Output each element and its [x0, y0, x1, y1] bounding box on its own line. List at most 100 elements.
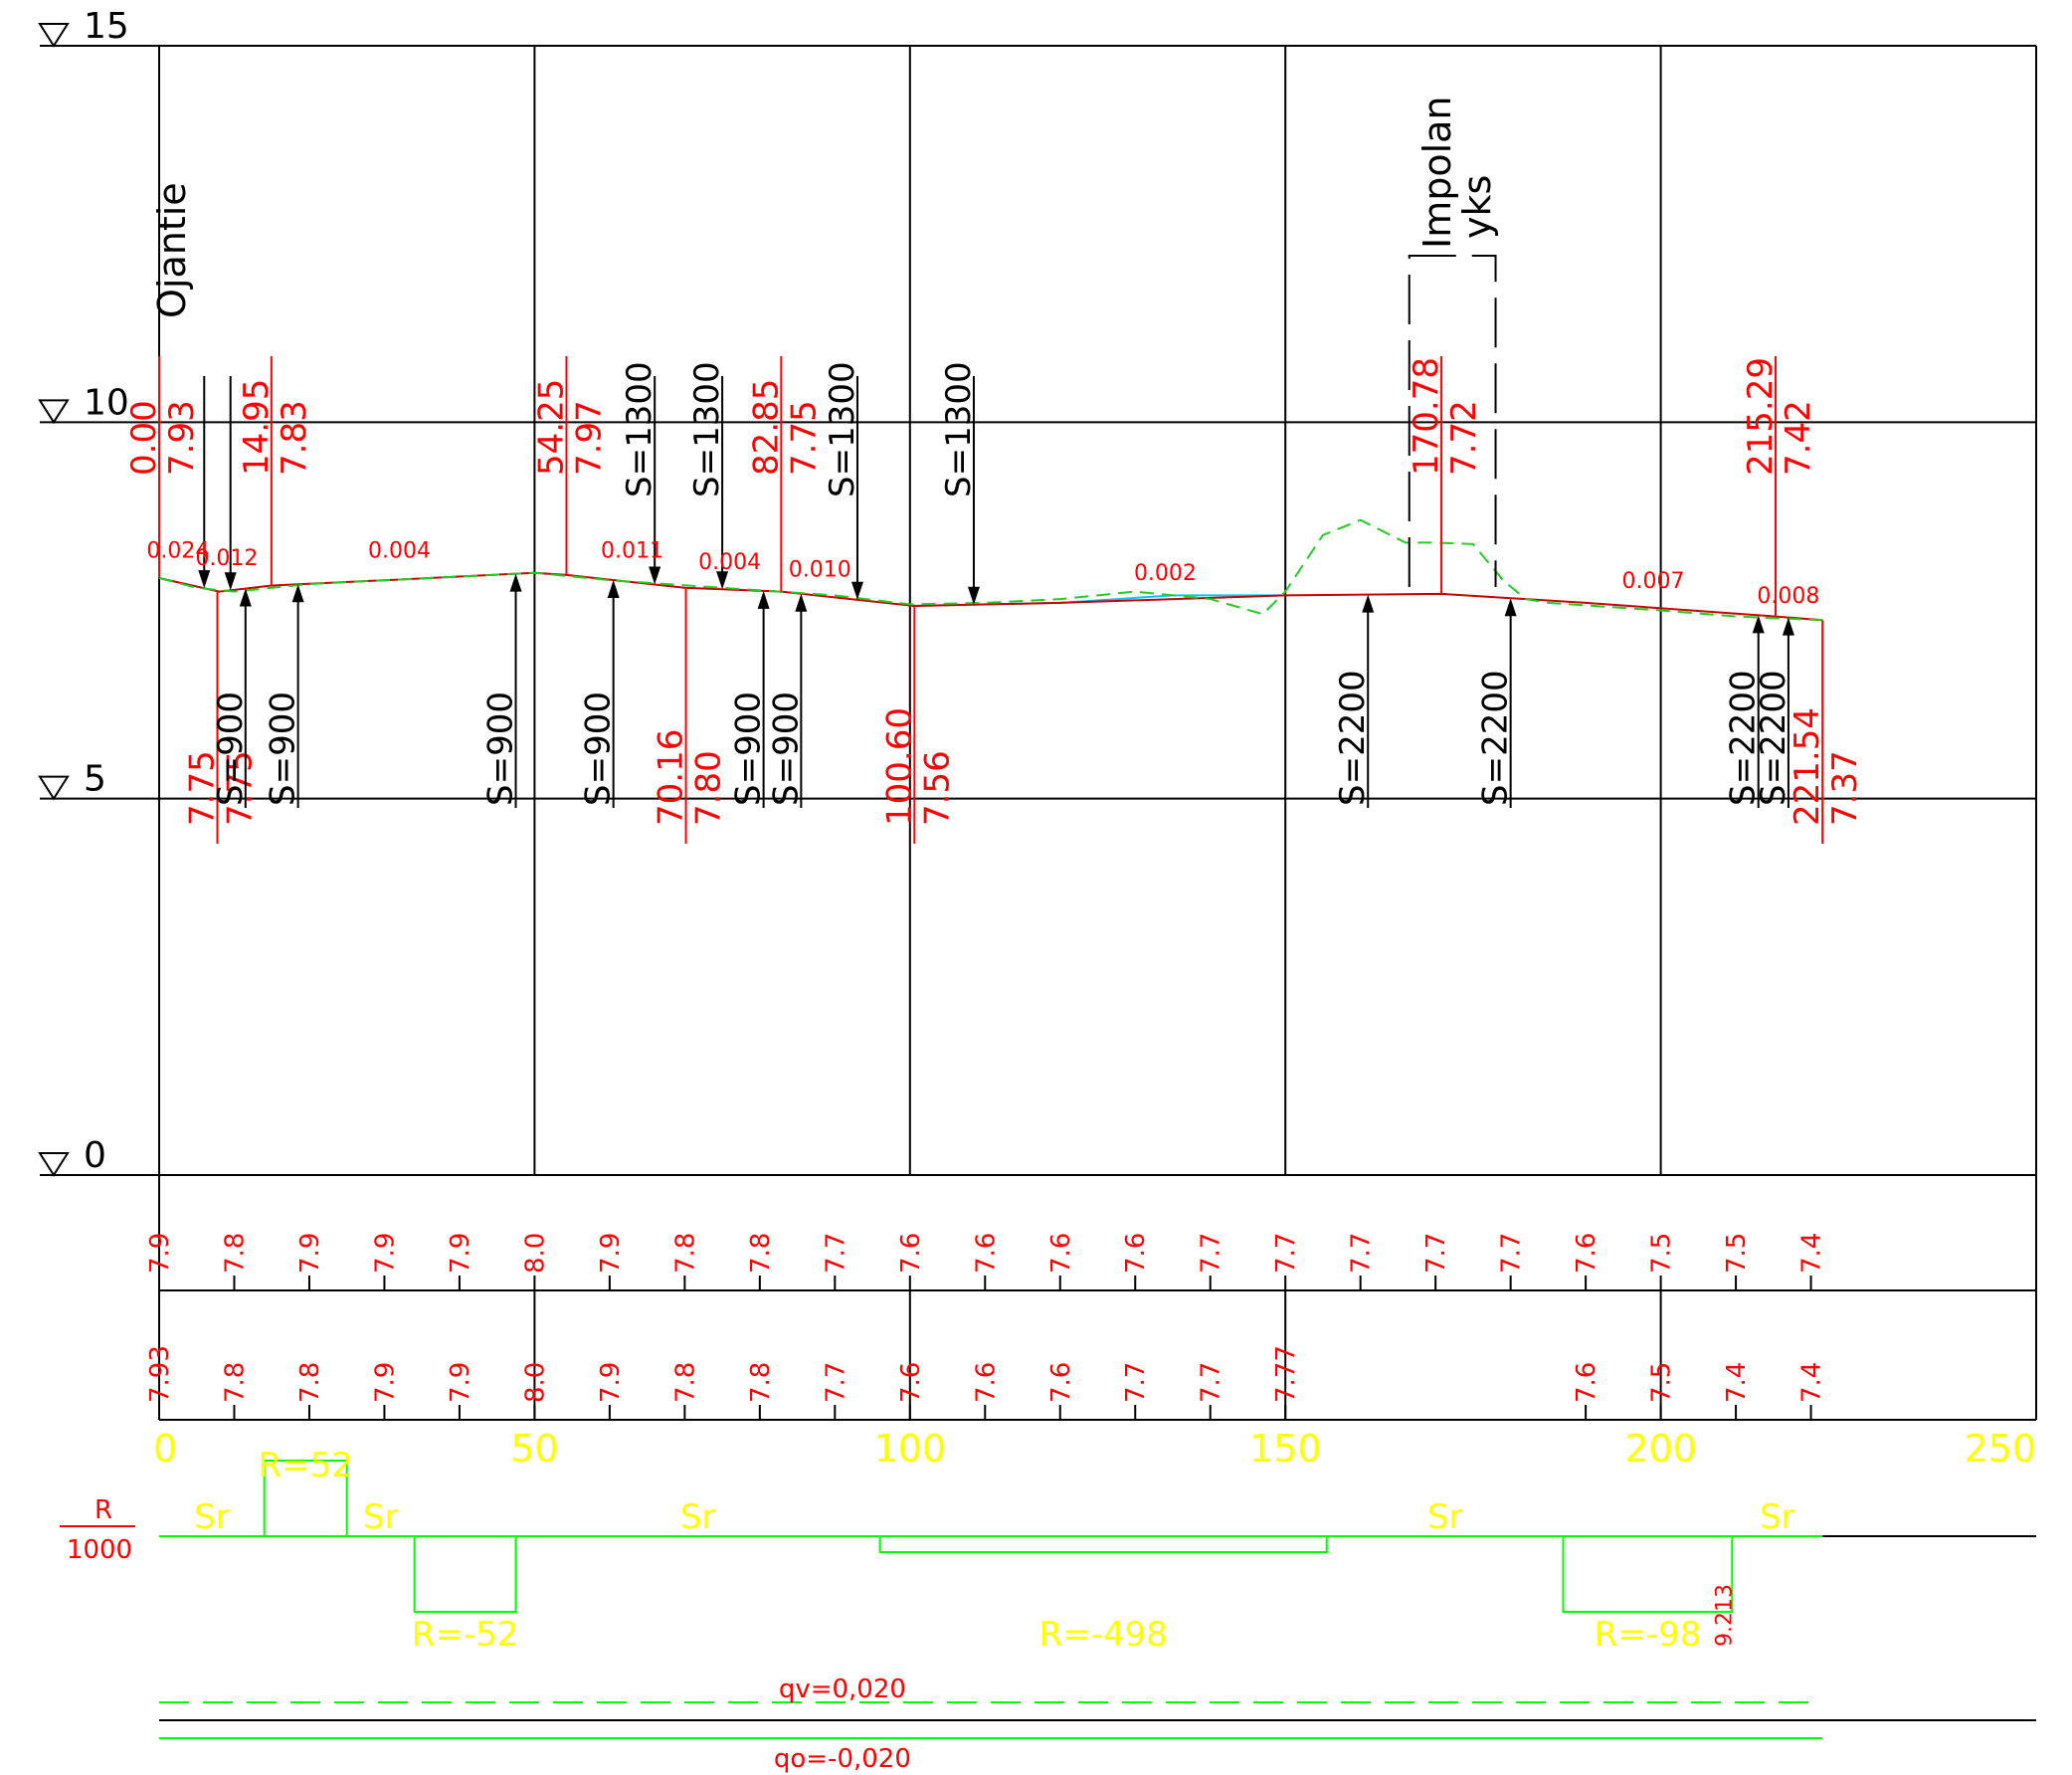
grade-label: 0.008 — [1757, 584, 1819, 609]
terrain-elevation-label: 7.7 — [1497, 1233, 1527, 1274]
design-elevation-label: 7.4 — [1797, 1362, 1827, 1403]
station-elevation-label: 7.75 — [220, 750, 260, 826]
design-elevation-label: 7.9 — [370, 1362, 400, 1403]
station-label: 221.54 — [1788, 707, 1827, 826]
vertical-curve-label: S=900 — [579, 691, 619, 806]
arrow-down-icon — [967, 586, 980, 605]
design-elevation-label: 8.0 — [520, 1362, 550, 1403]
grade-label: 0.004 — [698, 550, 761, 575]
terrain-elevation-label: 7.8 — [670, 1233, 700, 1274]
junction-label: Impolan — [1415, 96, 1459, 249]
design-elevation-label: 7.6 — [1046, 1362, 1076, 1403]
curvature-axis-top-label: R — [94, 1495, 112, 1525]
terrain-elevation-label: 7.7 — [1197, 1233, 1226, 1274]
curve-radius-label: R=52 — [258, 1446, 352, 1485]
terrain-elevation-label: 7.7 — [1421, 1233, 1451, 1274]
station-markers: 0.007.93 14.957.83 54.257.97 82.857.75 170.7… — [124, 356, 1865, 844]
station-axis-label: 100 — [874, 1427, 947, 1471]
station-axis-label: 250 — [1964, 1427, 2036, 1471]
level-triangle-icon — [38, 775, 70, 801]
arrow-down-icon — [198, 570, 211, 589]
terrain-elevation-label: 7.7 — [1271, 1233, 1301, 1274]
design-elevation-label: 7.5 — [1647, 1362, 1677, 1403]
design-elevation-label: 7.7 — [1121, 1362, 1151, 1403]
cross-slope-top-label: qv=0,020 — [779, 1675, 906, 1704]
terrain-elevation-label: 7.7 — [1347, 1233, 1377, 1274]
terrain-elevation-label: 7.5 — [1722, 1233, 1752, 1274]
grade-label: 0.010 — [789, 557, 851, 582]
grade-label: 0.012 — [195, 546, 258, 571]
curvature-axis-bottom-label: 1000 — [67, 1535, 132, 1565]
value-bands: 7.9 7.8 7.9 7.9 7.9 8.0 7.9 7.8 7.8 7.7 7.6 7.6 7.6 7… — [145, 1233, 2036, 1471]
grade-label: 0.011 — [601, 539, 663, 564]
arrow-up-icon — [757, 590, 770, 609]
design-elevation-label: 7.8 — [670, 1362, 700, 1403]
terrain-elevation-label: 7.5 — [1647, 1233, 1677, 1274]
cross-slope-diagram: qv=0,020 qo=-0,020 — [159, 1675, 2036, 1774]
station-label: 14.95 — [237, 379, 277, 476]
straight-segment-label: Sr — [1427, 1497, 1463, 1537]
terrain-elevation-label: 7.6 — [971, 1233, 1001, 1274]
terrain-elevation-label: 7.8 — [220, 1233, 250, 1274]
station-label: 70.16 — [652, 729, 691, 826]
station-elevation-label: 7.72 — [1444, 400, 1484, 476]
arrow-up-icon — [1362, 594, 1375, 613]
arrow-down-icon — [716, 571, 729, 590]
station-axis-label: 150 — [1249, 1427, 1322, 1471]
station-elevation-label: 7.75 — [784, 400, 824, 476]
level-triangle-icon — [38, 399, 70, 425]
station-elevation-label: 7.56 — [917, 750, 957, 826]
station-label: 7.75 — [182, 750, 222, 826]
vertical-curve-label: S=2200 — [1754, 670, 1793, 806]
arrow-up-icon — [291, 584, 304, 603]
design-elevation-label: 7.8 — [295, 1362, 325, 1403]
design-elevation-label: 7.9 — [446, 1362, 475, 1403]
vertical-curve-label: S=900 — [481, 691, 521, 806]
curvature-note-label: 9.213 — [1712, 1584, 1737, 1647]
curve-segment — [1562, 1535, 1734, 1613]
station-elevation-label: 7.93 — [162, 400, 202, 476]
design-elevation-label: 7.77 — [1271, 1345, 1301, 1403]
vertical-curve-label: S=2200 — [1724, 670, 1764, 806]
terrain-elevation-label: 7.6 — [896, 1233, 926, 1274]
design-elevation-label: 7.7 — [1197, 1362, 1226, 1403]
terrain-elevation-label: 7.6 — [1121, 1233, 1151, 1274]
level-triangle-icon — [38, 23, 70, 48]
station-axis-label: 0 — [153, 1427, 177, 1471]
grade-label: 0.002 — [1134, 561, 1197, 586]
vertical-curve-label: S=1300 — [939, 361, 979, 497]
arrow-down-icon — [649, 566, 661, 585]
design-elevation-label: 7.8 — [220, 1362, 250, 1403]
design-elevation-label: 7.6 — [971, 1362, 1001, 1403]
junction-bracket — [1408, 255, 1497, 587]
vertical-curve-label: S=900 — [264, 691, 303, 806]
grade-label: 0.007 — [1622, 569, 1685, 594]
curve-segment — [878, 1535, 1328, 1553]
level-label: 15 — [84, 6, 129, 47]
curve-radius-label: R=-498 — [1039, 1615, 1168, 1655]
arrow-down-icon — [850, 581, 863, 600]
ground-surface-line — [158, 518, 1823, 622]
curve-segment — [413, 1535, 517, 1613]
station-elevation-label: 7.83 — [275, 400, 314, 476]
station-elevation-label: 7.97 — [569, 400, 609, 476]
design-elevation-label: 7.4 — [1722, 1362, 1752, 1403]
profile-lines — [158, 518, 1823, 622]
design-elevation-label: 7.8 — [746, 1362, 776, 1403]
terrain-elevation-label: 7.9 — [370, 1233, 400, 1274]
arrow-up-icon — [1752, 615, 1765, 634]
design-elevation-label: 7.7 — [821, 1362, 850, 1403]
curve-segment — [263, 1460, 348, 1537]
design-elevation-label: 7.6 — [1572, 1362, 1601, 1403]
station-elevation-label: 7.37 — [1825, 750, 1865, 826]
terrain-elevation-label: 7.9 — [596, 1233, 626, 1274]
station-elevation-label: 7.80 — [689, 750, 729, 826]
vertical-curve-label: S=900 — [211, 691, 251, 806]
curve-radius-label: R=-98 — [1595, 1615, 1702, 1655]
design-elevation-label: 7.9 — [596, 1362, 626, 1403]
vertical-curve-label: S=900 — [729, 691, 769, 806]
arrow-up-icon — [795, 593, 808, 612]
terrain-elevation-label: 7.6 — [1572, 1233, 1601, 1274]
terrain-elevation-label: 7.9 — [145, 1233, 175, 1274]
